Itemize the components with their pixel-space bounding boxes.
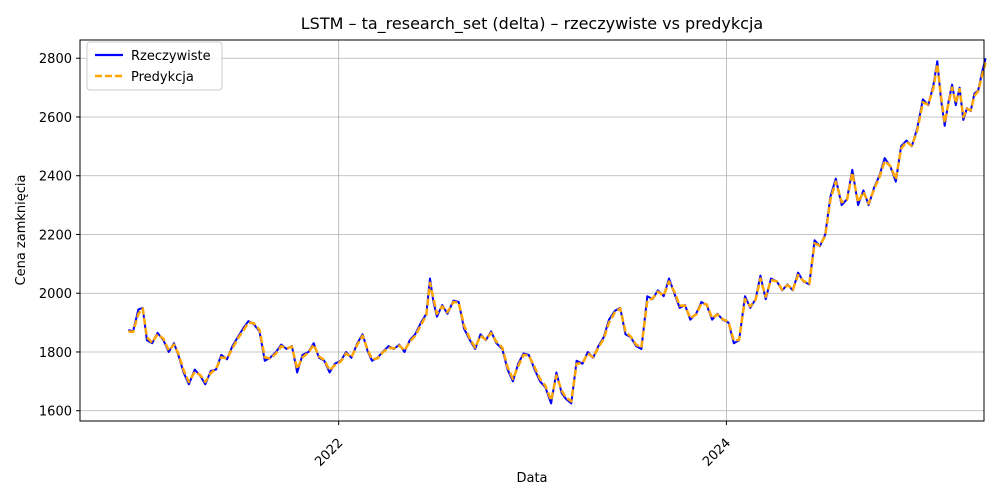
legend: Rzeczywiste Predykcja: [86, 41, 223, 91]
y-axis-label: Cena zamknięcia: [14, 175, 29, 286]
y-tick-label: 2600: [39, 111, 72, 126]
y-tick-label: 2800: [39, 52, 72, 67]
y-tick-label: 2200: [39, 228, 72, 243]
axis-ticks: 1600 1800 2000 2200 2400 2600 2800 2022 2024: [39, 52, 734, 470]
legend-label-rzeczywiste: Rzeczywiste: [131, 49, 211, 64]
chart-title: LSTM – ta_research_set (delta) – rzeczyw…: [301, 14, 763, 34]
x-tick-label: 2024: [700, 436, 734, 470]
series-line-predykcja: [128, 62, 987, 403]
legend-label-predykcja: Predykcja: [131, 70, 194, 85]
x-axis-label: Data: [516, 471, 547, 486]
series-layer: [128, 57, 987, 405]
y-tick-label: 2000: [39, 287, 72, 302]
y-tick-label: 2400: [39, 170, 72, 185]
y-tick-label: 1800: [39, 346, 72, 361]
x-tick-label: 2022: [312, 436, 346, 470]
y-tick-label: 1600: [39, 405, 72, 420]
plot-frame: [79, 39, 985, 422]
